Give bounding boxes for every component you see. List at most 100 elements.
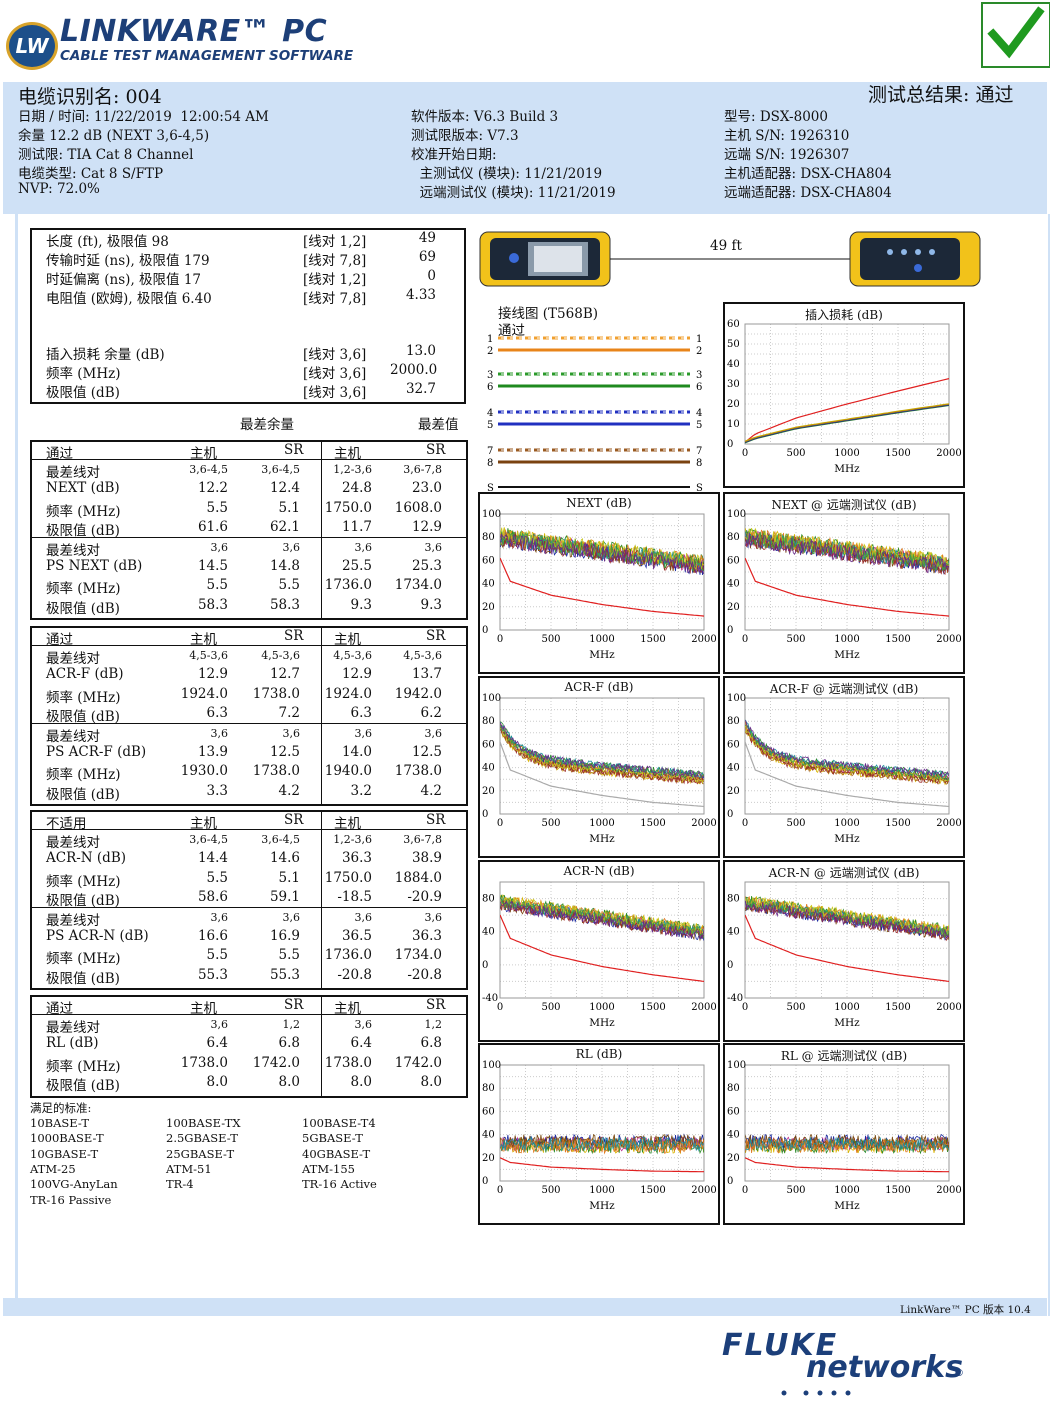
info-col1-line: 日期 / 时间: 11/22/2019 12:00:54 AM <box>18 109 269 125</box>
summary-value: 0 <box>427 268 436 284</box>
y-tick-label: 40 <box>482 763 495 774</box>
table-cell: 8.0 <box>350 1074 372 1091</box>
info-col3-line: 主机适配器: DSX-CHA804 <box>724 166 892 182</box>
limit-line <box>745 1157 949 1173</box>
x-tick-label: 1000 <box>589 634 614 645</box>
wiremap-pin-right: 8 <box>696 458 702 469</box>
measurement-trace <box>500 896 704 935</box>
table-cell: 14.0 <box>341 744 372 760</box>
table-cell: 14.6 <box>269 850 300 867</box>
result-table <box>30 626 468 807</box>
plot-frame <box>499 513 705 631</box>
version-label: LinkWare™ PC 版本 10.4 <box>900 1304 1031 1316</box>
table-header-rule <box>30 459 466 460</box>
wiremap-pin-right: 3 <box>696 370 702 381</box>
standard-item: 10GBASE-T <box>30 1146 99 1161</box>
brand-dots-icon <box>780 1382 860 1401</box>
standard-item: ATM-51 <box>166 1161 212 1176</box>
table-cell: 12.5 <box>269 744 300 760</box>
device-diagram <box>478 228 986 292</box>
summary-label: 极限值 (dB) <box>46 385 120 401</box>
table-cell: 9.3 <box>350 596 372 613</box>
info-col3-line: 型号: DSX-8000 <box>724 109 828 125</box>
info-col2-line: 远端测试仪 (模块): 11/21/2019 <box>411 185 616 201</box>
table-cell: 12.9 <box>341 666 372 683</box>
x-tick-label: 1500 <box>885 448 910 459</box>
y-tick-label: 0 <box>727 439 733 450</box>
table-cell: 1924.0 <box>180 685 228 702</box>
standard-item: TR-4 <box>166 1177 194 1192</box>
y-tick-label: 80 <box>482 894 495 905</box>
x-tick-label: 2000 <box>691 634 716 645</box>
y-tick-label: 40 <box>482 579 495 590</box>
table-header-cell: 主机 <box>334 1001 361 1017</box>
worst-margin-label: 最差余量 <box>240 417 294 433</box>
chart-title: NEXT (dB) <box>566 496 632 510</box>
y-tick-label: 30 <box>727 379 740 390</box>
standard-item: 5GBASE-T <box>302 1131 363 1146</box>
x-tick-label: 1500 <box>885 1185 910 1196</box>
table-cell: 3,6-4,5 <box>189 463 228 476</box>
summary-pair: [线对 3,6] <box>303 366 367 382</box>
table-cell: 16.6 <box>197 928 228 944</box>
standard-item: 100BASE-TX <box>166 1116 241 1130</box>
x-tick-label: 1500 <box>640 634 665 645</box>
insertion-loss-trace <box>745 403 949 443</box>
table-column-divider <box>321 440 322 619</box>
table-cell: 25.5 <box>341 558 372 574</box>
table-cell: -20.8 <box>337 966 372 983</box>
table-header-rule <box>30 645 466 646</box>
y-tick-label: 100 <box>482 693 501 704</box>
table-cell: 5.5 <box>278 947 300 964</box>
x-tick-label: 2000 <box>936 634 961 645</box>
summary-value: 4.33 <box>405 287 436 303</box>
y-tick-label: 20 <box>727 399 740 410</box>
measurement-trace <box>745 720 949 778</box>
table-row-label: 最差线对 <box>46 651 100 667</box>
table-header-cell: SR <box>426 442 446 458</box>
main-tester-icon <box>479 231 611 287</box>
chart-title: ACR-N @ 远端测试仪 (dB) <box>768 866 920 880</box>
table-row-label: ACR-N (dB) <box>46 850 127 867</box>
x-tick-label: 2000 <box>936 1002 961 1013</box>
table-cell: 9.3 <box>420 596 442 613</box>
chart-title: RL @ 远端测试仪 (dB) <box>780 1049 908 1063</box>
plot-frame <box>744 697 950 815</box>
table-cell: 38.9 <box>411 850 442 867</box>
summary-label: 时延偏离 (ns), 极限值 17 <box>46 272 201 288</box>
table-cell: 5.1 <box>278 869 300 886</box>
table-cell: 5.5 <box>206 869 228 886</box>
table-header-cell: 通过 <box>46 446 73 462</box>
table-cell: 58.3 <box>269 596 300 613</box>
plot-area <box>745 719 949 808</box>
y-tick-label: 50 <box>727 339 740 350</box>
plot-frame <box>744 881 950 999</box>
table-header-cell: 主机 <box>190 446 217 462</box>
measurement-trace <box>500 729 704 785</box>
info-col2-line: 校准开始日期: <box>411 147 497 163</box>
limit-line <box>745 378 949 443</box>
x-tick-label: 500 <box>786 1185 805 1196</box>
table-cell: 12.9 <box>411 519 442 536</box>
x-tick-label: 2000 <box>691 1185 716 1196</box>
info-col3-line: 远端适配器: DSX-CHA804 <box>724 185 892 201</box>
chart-svg: 0 500 1000 1500 2000 0 20 40 60 80 100 MHz <box>727 1060 962 1212</box>
table-cell: 3,6-4,5 <box>261 833 300 846</box>
x-axis-label: MHz <box>834 1017 860 1029</box>
summary-pair: [线对 7,8] <box>303 253 367 269</box>
chart-svg: 0 500 1000 1500 2000 0 20 40 60 80 100 MHz <box>482 693 717 845</box>
measurement-trace <box>500 898 704 936</box>
plot-frame <box>499 697 705 815</box>
x-tick-label: 500 <box>786 1002 805 1013</box>
y-tick-label: 0 <box>727 960 733 971</box>
x-axis-label: MHz <box>834 463 860 475</box>
y-tick-label: 60 <box>482 739 495 750</box>
worst-value-label: 最差值 <box>418 417 459 433</box>
table-row-label: 最差线对 <box>46 465 100 481</box>
plot-area <box>745 895 949 982</box>
table-cell: 25.3 <box>411 558 442 574</box>
standard-item: 100VG-AnyLan <box>30 1177 118 1192</box>
table-cell: 3.3 <box>206 782 228 799</box>
table-cell: 5.1 <box>278 499 300 516</box>
